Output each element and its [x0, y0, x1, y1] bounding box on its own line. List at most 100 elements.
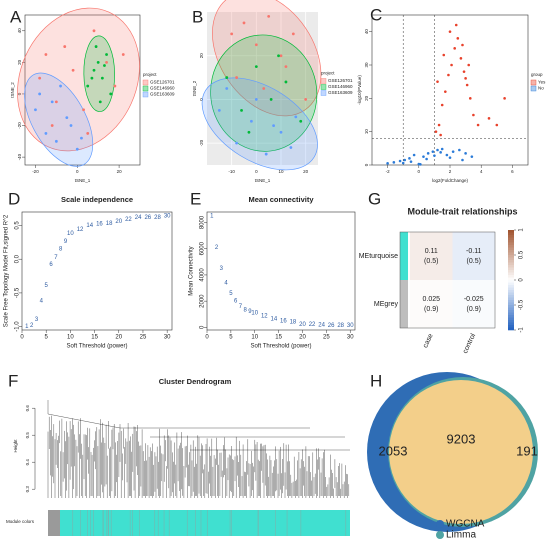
x-tick-label: 20 [117, 169, 123, 174]
module-stripe [129, 510, 131, 536]
x-tick-label: 15 [91, 335, 98, 341]
row-label: MEgrey [374, 301, 399, 308]
y-tick-label: -40 [17, 153, 22, 160]
y-tick-label: 0 [364, 163, 369, 166]
module-bar [48, 510, 60, 536]
colorbar-step [508, 265, 514, 268]
point-label: 7 [54, 255, 58, 261]
colorbar-step [508, 317, 514, 321]
y-tick-label: 0 [200, 325, 206, 329]
colorbar-step [508, 230, 514, 233]
module-stripe [275, 510, 276, 536]
colorbar-step [508, 267, 514, 271]
point [90, 76, 94, 80]
colorbar-step [508, 285, 514, 288]
point-label: 20 [115, 219, 122, 225]
module-stripe [132, 510, 133, 536]
point [425, 157, 428, 161]
point [487, 117, 491, 120]
point [426, 152, 430, 155]
point [86, 132, 90, 135]
module-stripe [195, 510, 196, 536]
colorbar-step [508, 310, 514, 313]
point-label: 6 [49, 262, 53, 268]
x-tick-label: 2 [449, 169, 452, 174]
y-axis-label: -log10(PValue) [357, 75, 362, 105]
x-tick-label: -20 [32, 169, 39, 174]
point [450, 63, 453, 67]
x-tick-label: 0 [418, 169, 421, 174]
colorbar-step [508, 242, 514, 246]
panel-letter: G [368, 189, 381, 208]
point [225, 87, 229, 90]
x-tick-label: 4 [480, 169, 483, 174]
point [447, 73, 450, 77]
legend-key [142, 85, 149, 92]
colorbar-step [508, 312, 514, 316]
point [304, 98, 308, 101]
point [63, 45, 67, 48]
point-label: 8 [59, 247, 63, 253]
point-label: 4 [224, 280, 228, 286]
cell-pvalue: (0.5) [467, 258, 481, 265]
y-tick-label: 0.6 [25, 405, 30, 412]
point [472, 113, 475, 117]
colorbar-step [508, 305, 514, 308]
colorbar-step [508, 300, 514, 303]
point-label: 1 [210, 214, 214, 220]
point [403, 158, 407, 162]
colorbar-step [508, 262, 514, 266]
point [453, 47, 456, 50]
point-label: 10 [67, 231, 74, 237]
point [50, 100, 54, 104]
chart-title: Cluster Dendrogram [159, 377, 232, 386]
module-stripe [106, 510, 108, 536]
colorbar-step [508, 252, 514, 256]
point-label: 28 [154, 215, 161, 221]
region-count: 2053 [379, 443, 408, 458]
x-tick-label: 10 [278, 169, 284, 174]
column-label: case [422, 333, 435, 349]
legend-key [436, 531, 444, 539]
y-axis-label: Mean Connectivity [189, 246, 195, 295]
point-label: 12 [261, 314, 268, 320]
point [440, 147, 444, 151]
point [436, 148, 439, 152]
point-label: 8 [244, 307, 248, 313]
heatmap-cell [410, 232, 453, 280]
colorbar-step [508, 315, 514, 318]
point [476, 123, 480, 127]
point [456, 37, 460, 40]
panel-letter: E [190, 189, 201, 208]
point [71, 68, 75, 72]
y-tick-label: -20 [17, 122, 22, 129]
y-tick-label: -20 [199, 139, 204, 146]
colorbar-step [508, 297, 514, 301]
heatmap-cell [452, 232, 495, 280]
y-tick-label: 40 [364, 29, 369, 35]
panel-letter: F [8, 371, 18, 390]
point-label: 3 [220, 266, 224, 272]
x-tick-label: 10 [67, 335, 74, 341]
point [50, 124, 54, 127]
point [392, 161, 396, 164]
y-tick-label: 20 [199, 53, 204, 59]
colorbar-label: -0.5 [519, 299, 525, 310]
colorbar-step [508, 235, 514, 238]
point-label: 18 [106, 221, 113, 227]
y-axis-label: Height [13, 439, 18, 453]
module-stripe [345, 510, 347, 536]
dendrogram-branches [47, 400, 350, 498]
point [254, 98, 258, 101]
point [458, 148, 461, 152]
colorbar-label: -1 [519, 327, 525, 333]
cell-value: -0.11 [466, 248, 482, 255]
point [254, 65, 258, 69]
y-tick-label: 20 [17, 59, 22, 65]
legend-label: GSE126701 [150, 80, 175, 85]
legend-key [530, 85, 537, 92]
row-label: MEturquoise [359, 253, 398, 260]
point [442, 53, 446, 57]
y-tick-label: 0.0 [15, 254, 21, 263]
